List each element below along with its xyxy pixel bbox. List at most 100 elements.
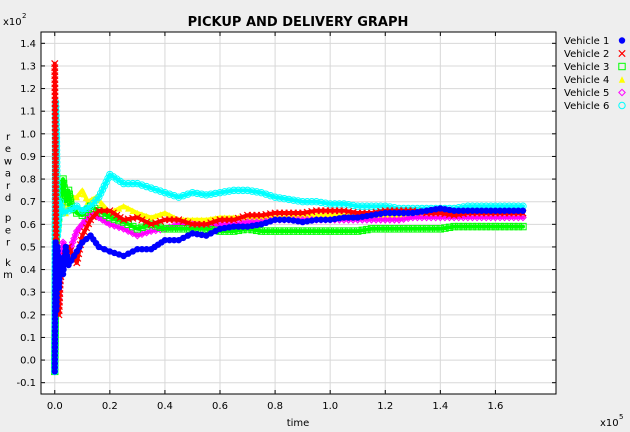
data-point [95, 243, 103, 251]
data-point [313, 212, 320, 219]
data-point [464, 207, 472, 214]
data-point [390, 225, 399, 233]
y-axis-label-char: r [6, 181, 11, 192]
x-tick-label: 0.0 [47, 401, 63, 412]
y-tick-label: 0.3 [20, 288, 36, 299]
data-point [156, 217, 164, 225]
data-point [113, 211, 121, 219]
data-point [202, 191, 210, 199]
y-multiplier-base: x10 [3, 17, 22, 28]
x-tick-label: 1.6 [487, 401, 503, 412]
y-tick-label: 0.4 [20, 265, 36, 276]
data-point [202, 220, 210, 228]
y-axis-label-char: k [5, 258, 11, 269]
data-point [170, 236, 178, 244]
data-point [80, 228, 88, 236]
data-point [298, 197, 307, 206]
x-tick-label: 1.2 [377, 401, 393, 412]
y-axis-label-char: m [3, 270, 13, 281]
data-point [405, 209, 412, 217]
data-point [450, 207, 458, 214]
y-axis-label-char: e [5, 225, 11, 236]
y-tick-label: 0.0 [20, 356, 36, 367]
data-point [161, 236, 169, 244]
data-point [184, 225, 192, 233]
data-point [519, 213, 527, 222]
data-point [381, 225, 389, 233]
data-point [98, 200, 105, 207]
data-point [519, 222, 527, 231]
y-tick-label: -0.1 [16, 378, 36, 389]
y-ticks: -0.1 0.0 0.1 0.2 0.3 0.4 0.5 0.6 0.7 0.8 0.9 1.0 1.1… [16, 39, 556, 389]
data-point [257, 227, 266, 235]
data-point [124, 179, 132, 188]
data-point [147, 220, 155, 228]
x-multiplier-base: x10 [600, 418, 619, 429]
data-point [64, 207, 73, 215]
data-point [468, 222, 477, 231]
legend-label: Vehicle 3 [564, 62, 609, 73]
data-point [266, 227, 275, 235]
x-tick-label: 0.4 [157, 401, 173, 412]
y-tick-label: 1.4 [20, 39, 36, 50]
data-point [427, 225, 435, 233]
data-point [386, 225, 394, 233]
data-point [473, 222, 481, 231]
data-point [170, 225, 178, 233]
data-point [308, 227, 316, 235]
data-point [464, 222, 472, 231]
legend-marker [618, 101, 626, 110]
data-point [436, 225, 445, 233]
data-point [372, 202, 380, 210]
data-point [271, 227, 279, 235]
data-point [142, 182, 151, 191]
data-point [134, 246, 141, 253]
data-point [432, 225, 440, 233]
data-point [281, 216, 288, 223]
data-point [78, 207, 87, 215]
data-point [96, 189, 105, 198]
data-point [285, 227, 293, 235]
data-point [253, 188, 261, 196]
data-point [258, 214, 265, 221]
data-point [505, 222, 513, 231]
data-point [116, 213, 124, 222]
data-point [271, 216, 279, 223]
y-tick-label: 0.5 [20, 242, 36, 253]
data-point [179, 225, 187, 233]
data-point [477, 222, 486, 231]
data-point [82, 224, 91, 232]
data-point [322, 212, 329, 219]
data-point [165, 190, 174, 198]
data-point [515, 207, 522, 214]
data-point [510, 222, 518, 231]
legend-marker [618, 76, 626, 83]
data-point [473, 207, 481, 214]
data-point [161, 188, 169, 197]
data-point [331, 200, 339, 208]
data-point [257, 188, 266, 197]
data-point [326, 227, 334, 235]
data-point [235, 223, 242, 230]
y-axis-label-char: e [5, 144, 11, 155]
data-point [409, 225, 417, 233]
series-vehicle-1 [51, 205, 527, 375]
data-point [317, 227, 325, 235]
data-point [134, 209, 141, 217]
data-point [294, 227, 302, 235]
data-point [119, 179, 128, 188]
data-point [104, 174, 112, 183]
legend-label: Vehicle 4 [564, 75, 609, 86]
data-point [382, 209, 389, 217]
y-axis-label-char: a [5, 169, 11, 180]
data-point [100, 207, 108, 215]
data-point [166, 236, 173, 244]
data-point [179, 217, 187, 225]
data-point [207, 219, 215, 227]
data-point [386, 209, 394, 217]
data-point [445, 223, 454, 232]
data-point [422, 225, 431, 233]
data-point [138, 223, 146, 232]
legend: Vehicle 1 Vehicle 2 Vehicle 3 Vehicle 4 Vehi… [564, 36, 626, 112]
